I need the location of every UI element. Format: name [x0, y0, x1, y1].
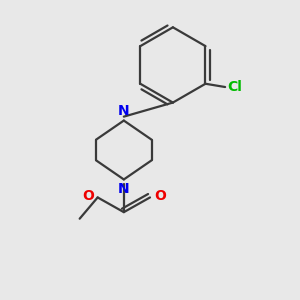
- Text: Cl: Cl: [228, 80, 243, 94]
- Text: O: O: [82, 189, 94, 203]
- Text: N: N: [118, 182, 130, 196]
- Text: N: N: [118, 104, 130, 118]
- Text: O: O: [154, 189, 166, 203]
